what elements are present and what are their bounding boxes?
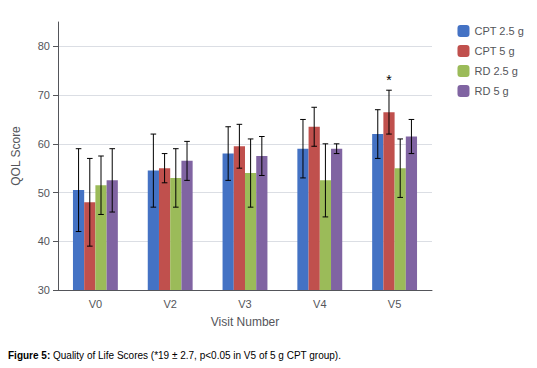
svg-text:Figure 5:: Figure 5: <box>8 350 50 361</box>
svg-text:V0: V0 <box>89 298 102 310</box>
svg-text:70: 70 <box>38 89 50 101</box>
svg-text:Visit Number: Visit Number <box>211 315 279 329</box>
svg-text:80: 80 <box>38 40 50 52</box>
svg-text:V3: V3 <box>238 298 251 310</box>
svg-text:V4: V4 <box>313 298 326 310</box>
svg-text:V5: V5 <box>388 298 401 310</box>
svg-text:40: 40 <box>38 235 50 247</box>
svg-text:30: 30 <box>38 284 50 296</box>
svg-text:Quality of Life Scores (*19 ±: Quality of Life Scores (*19 ± 2.7, p<0.0… <box>50 350 341 361</box>
svg-text:QOL Score: QOL Score <box>9 126 23 186</box>
svg-text:V2: V2 <box>163 298 176 310</box>
svg-text:60: 60 <box>38 138 50 150</box>
svg-text:RD 2.5 g: RD 2.5 g <box>474 65 517 77</box>
svg-text:CPT 5 g: CPT 5 g <box>474 45 514 57</box>
svg-text:50: 50 <box>38 187 50 199</box>
svg-text:*: * <box>386 72 392 88</box>
svg-text:RD 5 g: RD 5 g <box>474 85 508 97</box>
svg-text:CPT 2.5 g: CPT 2.5 g <box>474 25 523 37</box>
